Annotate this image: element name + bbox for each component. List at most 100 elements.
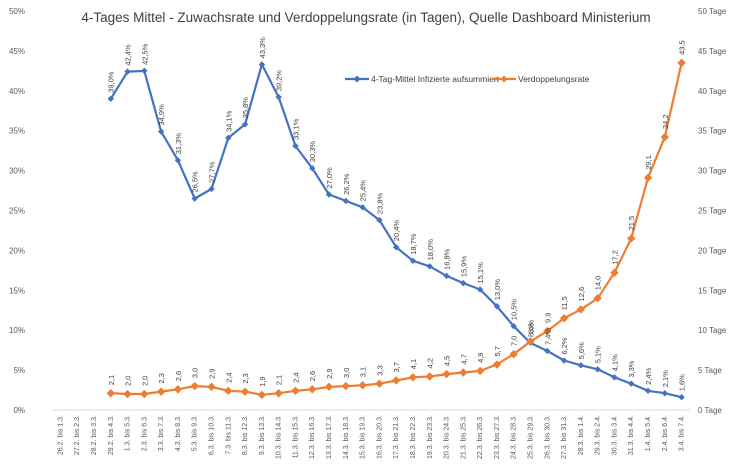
x-tick-label: 24.3. bis 28.3.: [511, 415, 518, 459]
data-point: [275, 93, 282, 101]
legend-label: Verdoppelungsrate: [518, 74, 590, 84]
data-label: 39,2%: [275, 70, 284, 92]
data-label: 27,0%: [325, 167, 334, 189]
data-point: [309, 165, 316, 172]
y-left-tick-label: 30%: [9, 167, 25, 176]
data-point: [559, 314, 569, 323]
data-label: 2,3: [241, 373, 250, 383]
data-label: 34,2: [661, 114, 670, 129]
y-right-tick-label: 20 Tage: [698, 246, 727, 255]
data-point: [594, 366, 601, 373]
y-left-tick-label: 10%: [9, 326, 25, 335]
data-label: 35,8%: [241, 97, 250, 119]
data-point: [628, 380, 635, 387]
x-tick-label: 28.3. bis 1.4.: [578, 415, 585, 455]
data-point: [475, 366, 485, 376]
data-label: 2,1%: [661, 370, 670, 387]
data-label: 8,6: [527, 323, 536, 333]
data-point: [460, 279, 467, 287]
x-tick-label: 10.3. bis 14.3.: [276, 415, 283, 459]
data-label: 2,0: [124, 376, 133, 386]
legend: 4-Tag-Mittel Infizierte aufsummiert Verdo…: [345, 74, 590, 84]
data-label: 4,2: [426, 358, 435, 368]
y-left-tick-label: 45%: [9, 47, 25, 56]
x-tick-label: 19.3. bis 23.3.: [427, 415, 434, 459]
data-label: 5,6%: [577, 342, 586, 359]
data-point: [576, 305, 586, 314]
data-point: [543, 326, 552, 336]
x-tick-label: 1.3. bis 5.3.: [125, 415, 132, 451]
x-tick-label: 9.3. bis 13.3.: [259, 415, 266, 455]
data-point: [257, 390, 267, 400]
data-point: [526, 337, 535, 346]
data-point: [208, 185, 215, 193]
data-label: 3,7: [392, 362, 401, 372]
y-left-tick-label: 35%: [9, 127, 25, 136]
data-label: 25,4%: [359, 180, 368, 202]
data-label: 43,3%: [258, 37, 267, 59]
data-point: [358, 381, 367, 390]
data-labels: 39,0% 42,4% 42,5% 34,9% 31,3% 26,5% 27,7% 34,1%…: [107, 37, 687, 391]
x-tick-label: 29.3. bis 2.4.: [595, 415, 602, 455]
data-label: 2,4: [224, 372, 233, 382]
data-label: 5,1%: [594, 346, 603, 363]
data-label: 15,1%: [476, 262, 485, 284]
data-label: 17,2: [610, 250, 619, 265]
x-tick-label: 12.3. bis 16.3.: [309, 415, 316, 459]
y-right-tick-label: 0 Tage: [698, 406, 722, 415]
data-label: 26,5%: [191, 171, 200, 193]
data-label: 31,3%: [174, 133, 183, 155]
data-label: 14,0: [594, 276, 603, 291]
data-point: [593, 294, 602, 303]
data-point: [342, 197, 350, 205]
data-label: 2,1: [107, 375, 116, 385]
y-right-tick-label: 40 Tage: [698, 87, 727, 96]
data-point: [124, 68, 131, 75]
data-label: 2,6: [308, 371, 317, 381]
data-label: 42,5%: [140, 43, 149, 65]
data-point: [324, 382, 334, 392]
data-point: [359, 204, 366, 211]
x-tick-label: 15.3. bis 19.3.: [360, 415, 367, 459]
data-point: [292, 142, 299, 150]
data-label: 16,8%: [443, 248, 452, 270]
data-point: [174, 157, 182, 164]
data-point: [140, 389, 149, 399]
series-lines: [106, 58, 686, 401]
y-left-tick-label: 15%: [9, 286, 25, 295]
data-point: [241, 121, 249, 128]
x-tick-label: 3.3. bis 7.3.: [158, 415, 165, 451]
data-label: 39,0%: [107, 71, 116, 93]
data-point: [426, 263, 433, 270]
y-right-tick-label: 35 Tage: [698, 127, 727, 136]
data-label: 5,7: [493, 346, 502, 356]
data-label: 4,1: [409, 359, 418, 369]
x-tick-label: 18.3. bis 22.3.: [410, 415, 417, 459]
data-point: [224, 386, 233, 396]
data-point: [560, 357, 568, 364]
data-label: 2,0: [140, 376, 149, 386]
chart-title: 4-Tages Mittel - Zuwachsrate und Verdopp…: [81, 10, 650, 25]
x-tick-label: 3.4. bis 7.4.: [679, 415, 686, 451]
data-label: 4,1%: [610, 354, 619, 371]
data-point: [644, 387, 652, 395]
data-point: [308, 385, 317, 394]
data-point: [492, 360, 502, 369]
y-right-tick-label: 5 Tage: [698, 366, 722, 375]
data-point: [341, 381, 351, 391]
x-tick-label: 1.4. bis 5.4.: [645, 415, 652, 451]
data-point: [173, 385, 183, 394]
axes: 0% 5% 10% 15% 20% 25% 30% 35% 40% 45% 50% 0 Tage 5 T…: [9, 7, 727, 459]
data-point: [392, 244, 400, 251]
y-left-tick-label: 40%: [9, 87, 25, 96]
x-tick-label: 27.3. bis 31.3.: [561, 415, 568, 459]
data-point: [577, 362, 585, 369]
y-right-tick-label: 30 Tage: [698, 167, 727, 176]
data-label: 2,9: [325, 368, 334, 378]
data-point: [610, 268, 619, 277]
data-label: 15,9%: [459, 256, 468, 278]
x-tick-label: 31.3. bis 4.4.: [628, 415, 635, 455]
data-label: 10,5%: [510, 299, 519, 321]
data-label: 33,1%: [291, 118, 300, 140]
